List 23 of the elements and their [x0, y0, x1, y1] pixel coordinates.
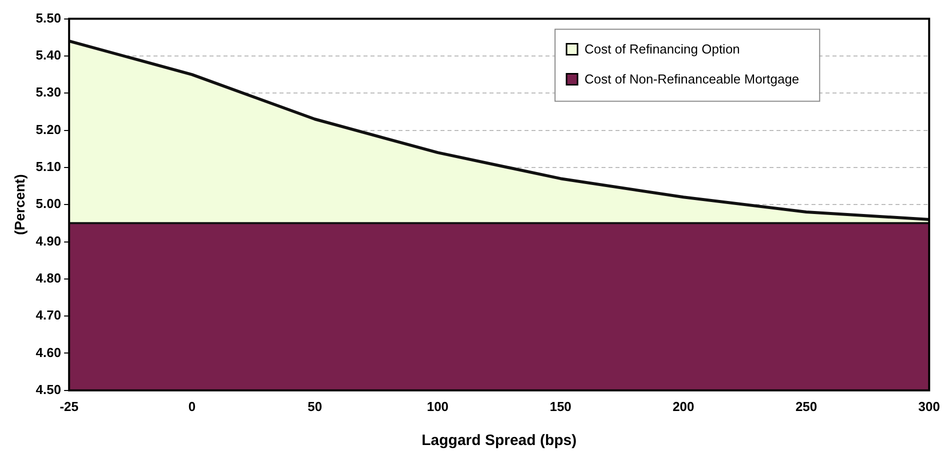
y-axis-title: (Percent)	[11, 174, 28, 235]
x-tick-label: 150	[550, 398, 572, 414]
y-tick-label: 4.70	[36, 308, 62, 323]
y-tick-label: 5.40	[36, 48, 62, 63]
y-tick-label: 5.20	[36, 122, 62, 137]
legend-label: Cost of Refinancing Option	[584, 41, 740, 56]
y-tick-label: 4.80	[36, 270, 62, 286]
legend-label: Cost of Non-Refinanceable Mortgage	[584, 71, 800, 86]
x-tick-label: 300	[918, 398, 940, 414]
x-tick-label: 50	[308, 398, 322, 414]
x-tick-label: 100	[426, 398, 449, 414]
y-tick-label: 5.10	[36, 159, 62, 174]
y-tick-label: 4.60	[36, 344, 62, 360]
x-tick-label: 250	[795, 398, 818, 414]
y-tick-label: 4.90	[36, 233, 62, 248]
x-tick-label: 200	[672, 398, 694, 414]
y-tick-label: 5.30	[36, 84, 62, 100]
y-tick-label: 4.50	[36, 382, 62, 397]
x-tick-label: 0	[188, 398, 196, 414]
y-tick-label: 5.00	[36, 196, 62, 212]
x-tick-label: -25	[60, 398, 78, 414]
x-axis-title: Laggard Spread (bps)	[422, 432, 577, 450]
y-tick-label: 5.50	[36, 10, 62, 26]
